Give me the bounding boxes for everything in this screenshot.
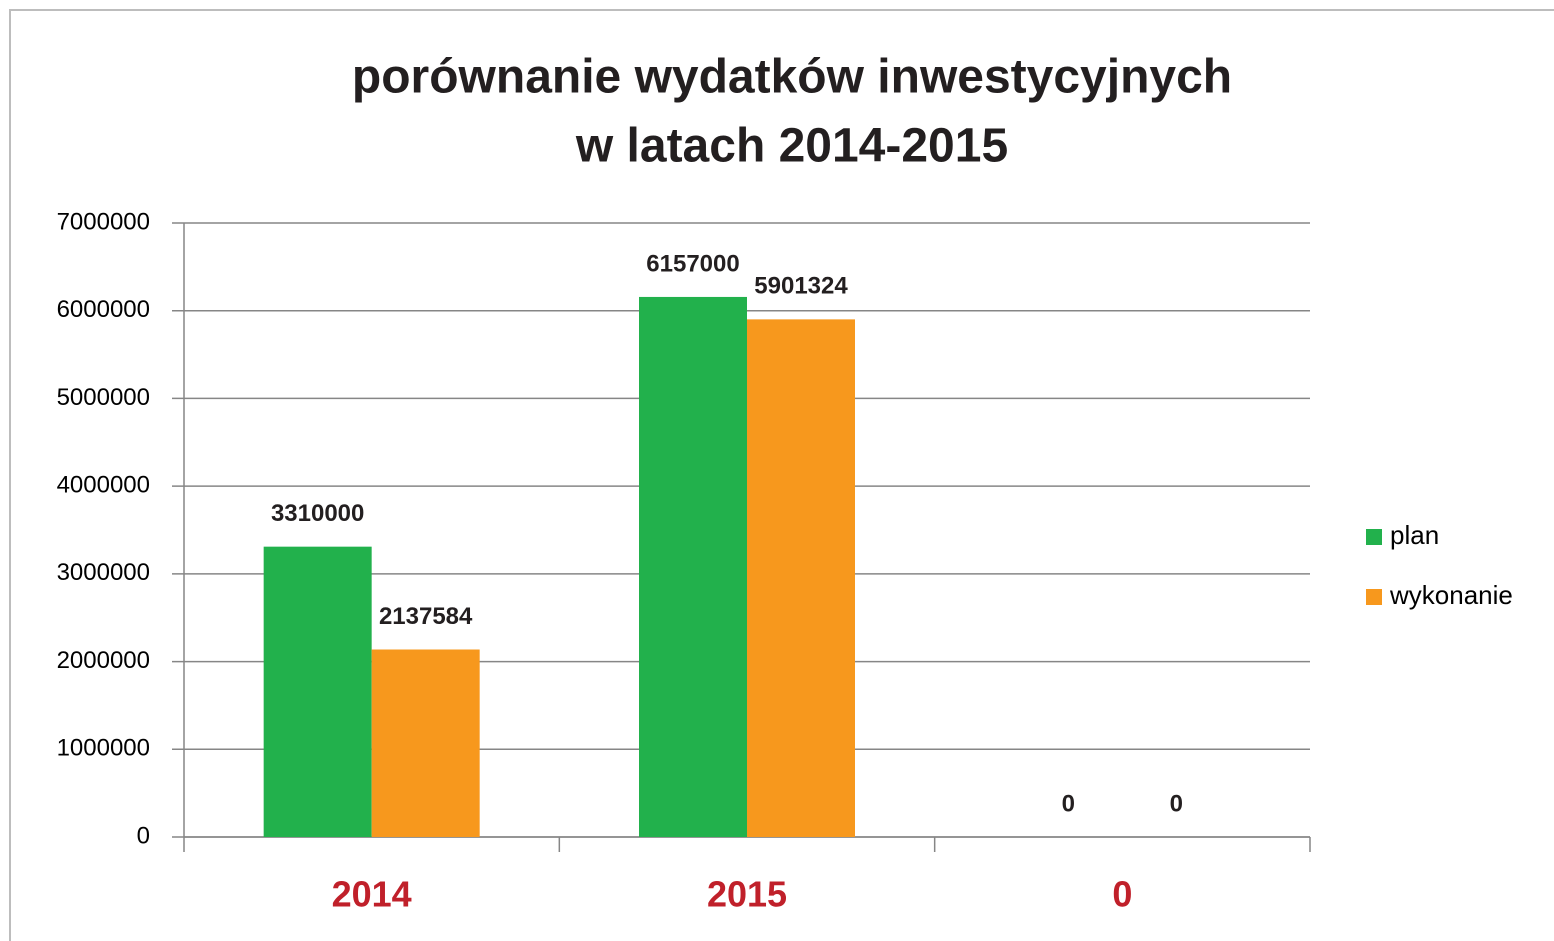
bar <box>639 296 747 838</box>
bar <box>371 649 480 837</box>
y-tick-label: 7000000 <box>57 208 150 235</box>
data-label: 3310000 <box>271 500 364 527</box>
data-label: 2137584 <box>379 603 473 630</box>
chart-border <box>9 9 1554 941</box>
y-tick-label: 1000000 <box>57 735 150 762</box>
legend-label: wykonanie <box>1389 580 1513 610</box>
chart-title: porównanie wydatków inwestycyjnych <box>352 51 1232 104</box>
data-label: 6157000 <box>646 250 739 277</box>
x-tick-label: 2015 <box>707 874 787 915</box>
bar <box>263 546 372 837</box>
y-tick-label: 4000000 <box>57 471 150 498</box>
y-tick-label: 2000000 <box>57 647 150 674</box>
y-tick-label: 0 <box>137 822 150 849</box>
data-label: 5901324 <box>754 273 848 300</box>
y-tick-label: 6000000 <box>57 296 150 323</box>
y-tick-label: 3000000 <box>57 559 150 586</box>
y-tick-label: 5000000 <box>57 384 150 411</box>
chart-title: w latach 2014-2015 <box>575 120 1008 173</box>
legend-swatch <box>1366 529 1382 545</box>
legend-swatch <box>1366 589 1382 605</box>
x-tick-label: 2014 <box>332 874 412 915</box>
legend-label: plan <box>1390 520 1439 550</box>
x-tick-label: 0 <box>1112 874 1132 915</box>
data-label: 0 <box>1062 790 1075 817</box>
bar <box>747 319 855 837</box>
data-label: 0 <box>1170 790 1183 817</box>
